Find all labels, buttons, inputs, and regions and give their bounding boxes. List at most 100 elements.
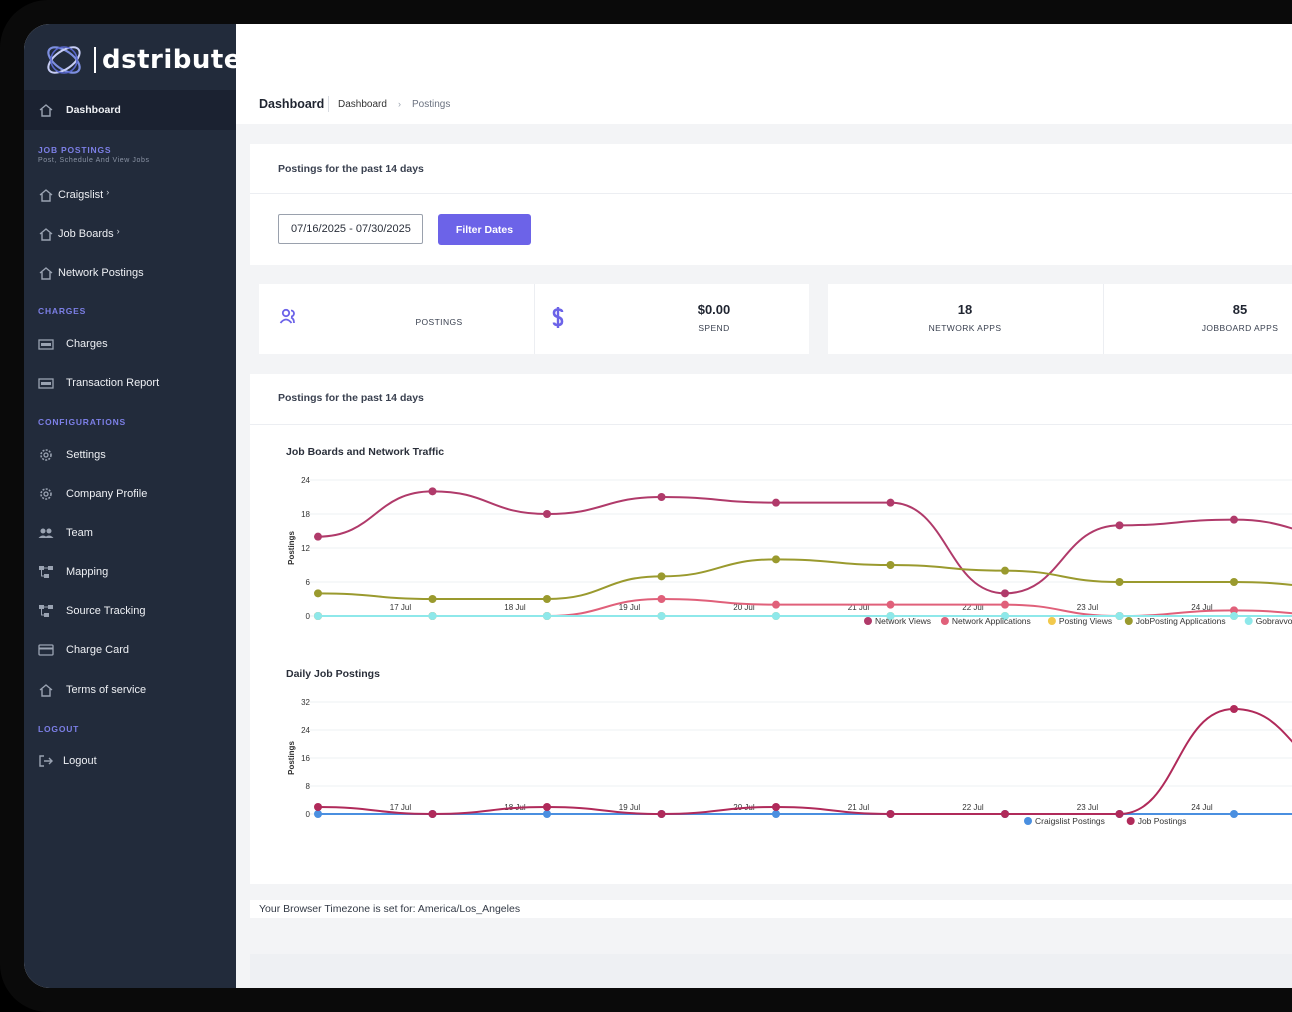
sidebar-item-terms-of-service[interactable]: Terms of service [38, 683, 146, 697]
series-line [317, 707, 1292, 816]
data-point [1230, 612, 1238, 620]
timezone-text: Your Browser Timezone is set for: Americ… [259, 903, 521, 915]
data-point [657, 612, 666, 620]
stat-network-apps-label: NETWORK APPS [928, 323, 1002, 333]
sidebar-item-label: Dashboard [66, 104, 121, 116]
series-line [317, 558, 1292, 600]
filter-card: Postings for the past 14 days [250, 144, 1292, 265]
data-point [314, 612, 322, 620]
data-point [657, 572, 666, 581]
sidebar-item-charge-card[interactable]: Charge Card [38, 643, 129, 657]
divider [250, 424, 1292, 425]
legend-label: Job Postings [1138, 816, 1187, 826]
sidebar-item-label: Network Postings [58, 267, 144, 279]
data-point [886, 498, 895, 507]
filter-dates-button[interactable]: Filter Dates [438, 214, 531, 245]
sidebar-item-mapping[interactable]: Mapping [38, 565, 108, 579]
gear-icon [40, 488, 52, 500]
data-point [543, 595, 551, 603]
x-tick-label: 19 Jul [619, 803, 641, 812]
data-point [1115, 521, 1124, 530]
legend-label: Network Views [875, 616, 931, 626]
sidebar-item-dashboard[interactable]: Dashboard [24, 90, 236, 130]
gear-icon [40, 449, 52, 461]
sidebar-item-label: Job Boards [58, 228, 114, 240]
brand-logo[interactable]: dstribute [42, 34, 242, 86]
breadcrumb-postings: Postings [412, 99, 451, 110]
stat-postings-label: POSTINGS [415, 317, 463, 327]
series-line [317, 597, 1292, 618]
data-point [772, 810, 780, 818]
y-tick-label: 24 [301, 476, 310, 485]
legend-label: Posting Views [1059, 616, 1112, 626]
users-icon [279, 308, 295, 324]
sidebar: dstribute Dashboard JOB POSTINGS Post, S… [24, 24, 241, 988]
data-point [1001, 600, 1009, 609]
sidebar-item-label: Settings [66, 449, 106, 461]
y-tick-label: 6 [306, 578, 311, 587]
sidebar-item-team[interactable]: Team [38, 526, 93, 540]
sidebar-item-network-postings[interactable]: Network Postings [38, 266, 144, 280]
section-charges: CHARGES [38, 306, 87, 316]
date-range-input[interactable]: 07/16/2025 - 07/30/2025 [278, 214, 423, 244]
sidebar-item-label: Transaction Report [66, 377, 160, 389]
sidebar-item-label: Company Profile [66, 488, 148, 500]
data-point [543, 510, 551, 518]
sidebar-item-label: Logout [63, 755, 97, 767]
section-job-postings-subtitle: Post, Schedule And View Jobs [38, 157, 150, 164]
sidebar-item-craigslist[interactable]: Craigslist › [38, 187, 110, 202]
dollar-icon [552, 307, 564, 328]
traffic-line-chart: 0 6 12 18 24 Postings 17 Jul 18 Jul 19 Jul 20 Jul… [287, 476, 1292, 626]
sidebar-item-source-tracking[interactable]: Source Tracking [38, 604, 145, 618]
x-tick-label: 20 Jul [733, 603, 755, 612]
data-point [886, 810, 895, 818]
data-point [886, 561, 895, 569]
data-point [1001, 566, 1009, 575]
y-axis-label: Postings [287, 531, 296, 565]
y-tick-label: 16 [301, 754, 310, 763]
logo-icon [47, 46, 81, 74]
data-point [314, 589, 322, 598]
stats-card-postings-spend: POSTINGS $0.00 SPEND [259, 284, 809, 354]
charts-card: Postings for the past 14 days Job Boards… [250, 374, 1292, 884]
app-screen: dstribute Dashboard JOB POSTINGS Post, S… [24, 24, 1292, 988]
data-point [314, 803, 322, 811]
section-logout: LOGOUT [38, 724, 80, 734]
data-point [772, 498, 780, 507]
sidebar-item-job-boards[interactable]: Job Boards › [38, 226, 120, 241]
team-icon [38, 528, 54, 538]
stat-network-apps-value: 18 [957, 302, 973, 317]
data-point [1115, 810, 1124, 818]
sidebar-item-charges[interactable]: Charges [38, 337, 108, 351]
card-icon [38, 339, 54, 350]
divider [1103, 284, 1104, 354]
data-point [1001, 612, 1009, 620]
data-point [428, 487, 437, 496]
stat-jobboard-apps-label: JOBBOARD APPS [1201, 323, 1279, 333]
data-point [886, 600, 895, 609]
main-content: Dashboard Dashboard › Postings Postings … [236, 24, 1292, 988]
sidebar-item-company-profile[interactable]: Company Profile [38, 487, 147, 501]
mapping-icon [39, 605, 53, 617]
breadcrumb-dashboard[interactable]: Dashboard [338, 99, 387, 110]
y-tick-label: 12 [301, 544, 310, 553]
y-axis-label: Postings [287, 741, 296, 775]
chevron-right-icon: › [106, 187, 110, 197]
sidebar-item-settings[interactable]: Settings [38, 448, 106, 462]
x-tick-label: 17 Jul [390, 603, 412, 612]
x-tick-label: 22 Jul [962, 803, 984, 812]
home-icon [39, 228, 53, 241]
brand-name: dstribute [94, 47, 242, 73]
sidebar-item-logout[interactable]: Logout [38, 754, 97, 768]
card-icon [38, 644, 54, 656]
sidebar-item-label: Terms of service [66, 684, 147, 696]
card-icon [38, 378, 54, 389]
sidebar-item-transaction-report[interactable]: Transaction Report [38, 376, 159, 390]
data-point [1230, 705, 1238, 713]
x-tick-label: 21 Jul [848, 603, 870, 612]
sidebar-item-label: Team [66, 527, 93, 539]
filter-card-title: Postings for the past 14 days [278, 163, 424, 175]
divider [534, 284, 535, 354]
sidebar-item-label: Mapping [66, 566, 109, 578]
